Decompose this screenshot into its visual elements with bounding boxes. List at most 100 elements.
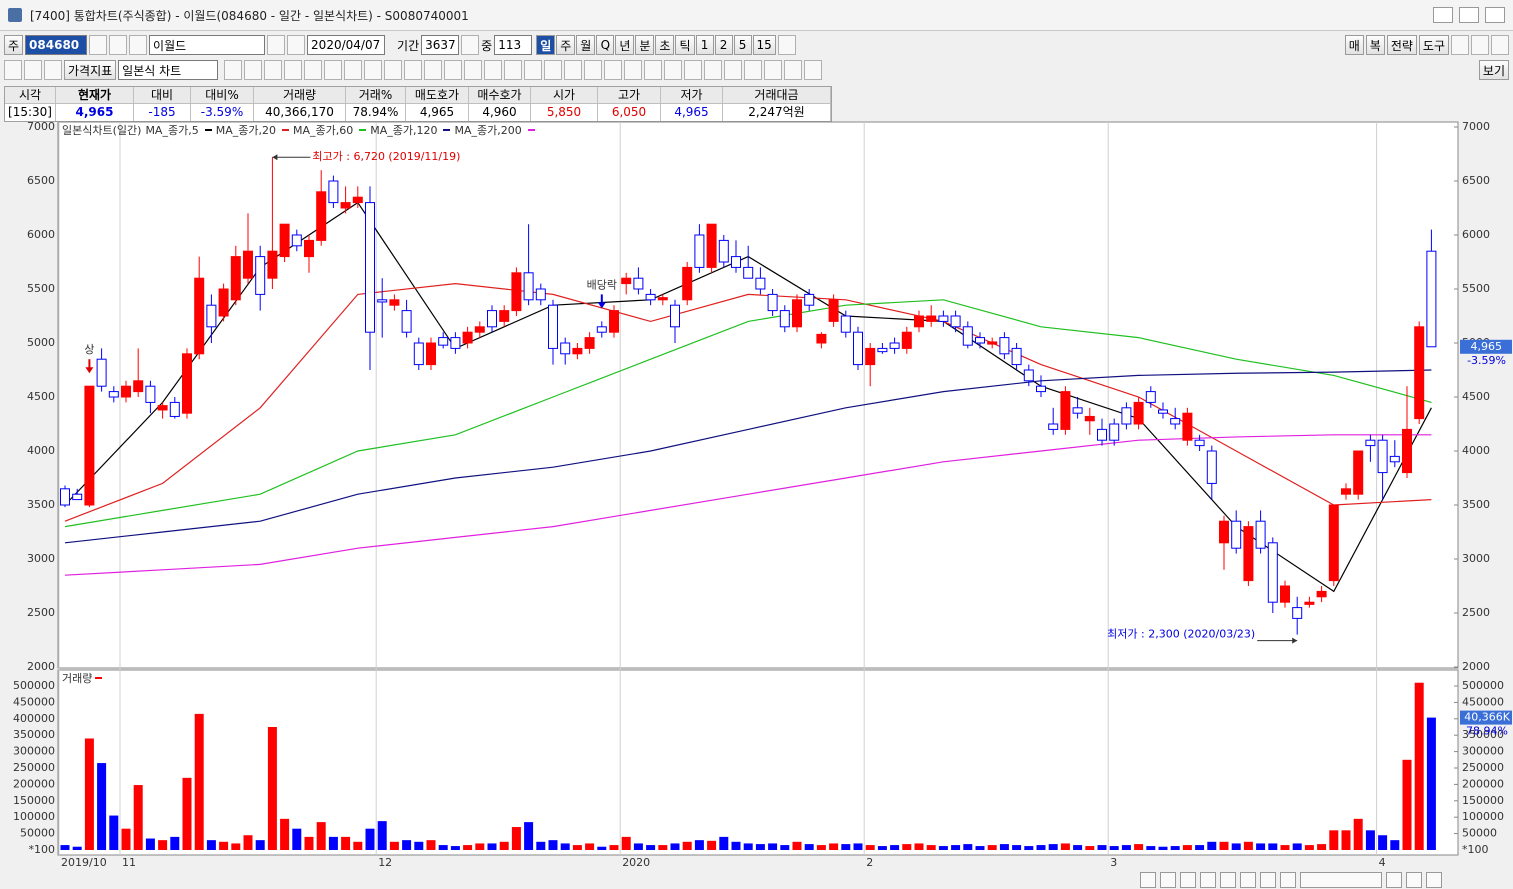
- btn[interactable]: [1200, 871, 1216, 888]
- interval-set[interactable]: [777, 35, 796, 55]
- maximize[interactable]: [1459, 7, 1479, 23]
- settings[interactable]: [1491, 35, 1509, 55]
- list[interactable]: [109, 35, 128, 55]
- chart-style-select[interactable]: 일본식 차트: [118, 60, 219, 80]
- candle-body: [682, 266, 693, 301]
- tool-icon[interactable]: [464, 60, 483, 80]
- btn[interactable]: [1180, 871, 1196, 888]
- candle-body: [1182, 412, 1193, 441]
- indicator-button[interactable]: 가격지표: [64, 60, 117, 80]
- code-input[interactable]: 084680: [25, 35, 88, 55]
- hz-tool[interactable]: [24, 60, 42, 80]
- tool-icon[interactable]: [344, 60, 363, 80]
- tool-icon[interactable]: [424, 60, 443, 80]
- tool-icon[interactable]: [584, 60, 603, 80]
- interval-button[interactable]: 2: [714, 35, 733, 55]
- interval-button[interactable]: 1: [695, 35, 714, 55]
- interval-button[interactable]: 주: [556, 35, 576, 55]
- move[interactable]: [461, 35, 480, 55]
- tool-icon[interactable]: [304, 60, 323, 80]
- view-button[interactable]: 보기: [1478, 60, 1509, 80]
- period-input[interactable]: 3637: [421, 35, 460, 55]
- search[interactable]: [89, 35, 108, 55]
- tool-icon[interactable]: [624, 60, 643, 80]
- tool-icon[interactable]: [264, 60, 283, 80]
- tool-button[interactable]: 복: [1365, 35, 1385, 55]
- market-button[interactable]: 주: [4, 35, 24, 55]
- tool-icon[interactable]: [704, 60, 723, 80]
- tool-icon[interactable]: [544, 60, 563, 80]
- tool-icon[interactable]: [764, 60, 783, 80]
- quote-header-cell: 저가: [661, 87, 723, 104]
- date-input[interactable]: 2020/04/07: [307, 35, 386, 55]
- btn[interactable]: [1386, 871, 1402, 888]
- interval-button[interactable]: 5: [733, 35, 752, 55]
- tool-icon[interactable]: [724, 60, 743, 80]
- sort[interactable]: [129, 35, 148, 55]
- candle-body: [1011, 347, 1022, 366]
- tool-icon[interactable]: [684, 60, 703, 80]
- btn[interactable]: [1220, 871, 1236, 888]
- candle-body: [450, 337, 461, 349]
- tool-icon[interactable]: [744, 60, 763, 80]
- btn[interactable]: [1260, 871, 1276, 888]
- btn[interactable]: [1426, 871, 1442, 888]
- next[interactable]: [267, 35, 286, 55]
- tool-button[interactable]: 전략: [1386, 35, 1417, 55]
- candle-body: [596, 326, 607, 333]
- btn[interactable]: [1140, 871, 1156, 888]
- tool-button[interactable]: 매: [1344, 35, 1364, 55]
- zoom-slider[interactable]: [1300, 871, 1382, 888]
- btn[interactable]: [1240, 871, 1256, 888]
- interval-button[interactable]: 틱: [675, 35, 695, 55]
- tool-icon[interactable]: [224, 60, 243, 80]
- name-input[interactable]: 이월드: [149, 35, 266, 55]
- tool-icon[interactable]: [504, 60, 523, 80]
- candle-body: [840, 315, 851, 333]
- candle-body: [157, 405, 168, 411]
- btn[interactable]: [1160, 871, 1176, 888]
- tool-icon[interactable]: [404, 60, 423, 80]
- print[interactable]: [1471, 35, 1489, 55]
- tool-icon[interactable]: [604, 60, 623, 80]
- volume-bar: [1170, 846, 1180, 850]
- save[interactable]: [1451, 35, 1469, 55]
- btn[interactable]: [1406, 871, 1422, 888]
- tool-icon[interactable]: [564, 60, 583, 80]
- edit-tool[interactable]: [44, 60, 62, 80]
- tool-icon[interactable]: [384, 60, 403, 80]
- tool-icon[interactable]: [364, 60, 383, 80]
- tool-icon[interactable]: [244, 60, 263, 80]
- up-tool[interactable]: [4, 60, 22, 80]
- tool-icon[interactable]: [664, 60, 683, 80]
- y-tick-label: 3000: [27, 552, 55, 565]
- tool-icon[interactable]: [444, 60, 463, 80]
- interval-button[interactable]: 분: [635, 35, 655, 55]
- btn[interactable]: [1280, 871, 1296, 888]
- candle-body: [340, 202, 351, 209]
- tool-icon[interactable]: [324, 60, 343, 80]
- tool-icon[interactable]: [284, 60, 303, 80]
- tool-button[interactable]: 도구: [1418, 35, 1449, 55]
- tool-icon[interactable]: [784, 60, 803, 80]
- candle-body: [365, 202, 375, 333]
- quote-value-cell: -3.59%: [191, 104, 254, 121]
- count-input[interactable]: 113: [494, 35, 533, 55]
- interval-button[interactable]: 일: [536, 35, 556, 55]
- interval-button[interactable]: 15: [752, 35, 776, 55]
- tool-icon[interactable]: [804, 60, 823, 80]
- volume-bar: [206, 840, 216, 850]
- prev[interactable]: [287, 35, 306, 55]
- candle-body: [572, 347, 583, 355]
- x-tick-label: 12: [378, 856, 392, 869]
- tool-icon[interactable]: [484, 60, 503, 80]
- close[interactable]: [1485, 7, 1505, 23]
- interval-button[interactable]: Q: [596, 35, 615, 55]
- interval-button[interactable]: 초: [655, 35, 675, 55]
- minimize[interactable]: [1433, 7, 1453, 23]
- tool-icon[interactable]: [644, 60, 663, 80]
- volume-bar: [304, 836, 314, 850]
- interval-button[interactable]: 년: [615, 35, 635, 55]
- interval-button[interactable]: 월: [576, 35, 596, 55]
- tool-icon[interactable]: [524, 60, 543, 80]
